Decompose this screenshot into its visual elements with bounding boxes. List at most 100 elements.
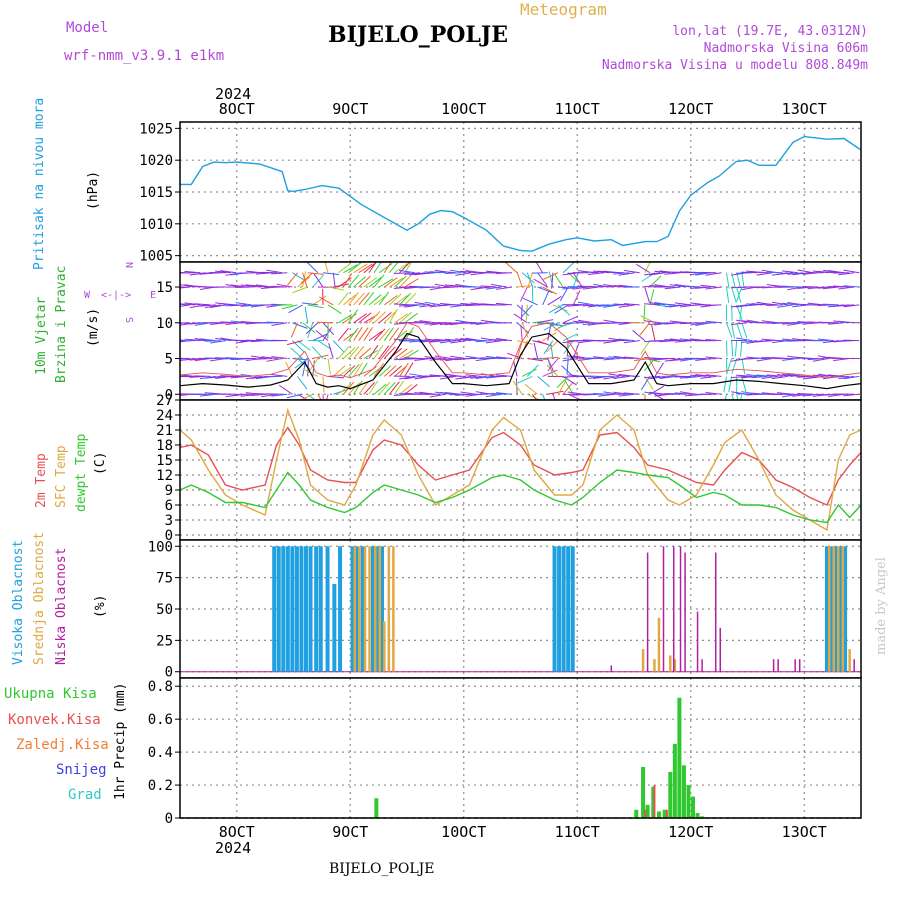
wind-arrow: [404, 312, 418, 324]
wind-arrow: [690, 374, 707, 377]
wind-arrow: [822, 269, 839, 274]
wind-arrow: [559, 286, 569, 302]
wind-arrow: [266, 358, 283, 362]
wind-arrow: [843, 393, 860, 397]
wind-arrow: [337, 327, 349, 341]
y-tick-label: 18: [156, 438, 173, 454]
y-tick-label: 10: [156, 316, 173, 332]
wind-arrow: [439, 286, 456, 289]
wind-arrow: [271, 272, 288, 275]
sfc-line: [179, 407, 862, 532]
wind-arrow: [363, 291, 375, 306]
wind-arrow: [771, 301, 788, 306]
wind-arrow: [373, 363, 384, 377]
wind-arrow: [180, 340, 181, 342]
y-tick-label: 12: [156, 468, 173, 484]
wind-arrow: [792, 375, 809, 377]
wind-arrow: [797, 320, 814, 324]
wind-arrow: [659, 340, 676, 343]
wind-arrow: [480, 392, 497, 395]
wind-arrow: [751, 303, 768, 306]
wind-arrow: [292, 286, 308, 294]
wind-arrow: [235, 286, 252, 289]
y-tick-label: 1015: [139, 185, 173, 201]
station-title: BIJELO_POLJE: [328, 22, 509, 48]
wind-arrow: [383, 382, 396, 395]
wind-arrow: [327, 304, 342, 315]
elevation-label: Nadmorska Visina 606m: [703, 41, 868, 56]
wind-arrow: [495, 272, 513, 275]
wind-arrow: [189, 339, 206, 342]
wind-arrow: [363, 277, 378, 288]
total-precip-bar: [677, 697, 682, 818]
wind-arrow: [409, 373, 426, 377]
wind-arrow: [843, 269, 860, 274]
wind-arrow: [184, 358, 201, 361]
wind-arrow: [368, 294, 382, 306]
high-cloud-bar: [338, 546, 343, 672]
wind-arrow: [557, 380, 567, 395]
wind-arrow: [741, 376, 747, 392]
wind-arrow: [731, 304, 747, 308]
wind-arrow: [261, 356, 278, 360]
wind-arrow: [525, 304, 528, 321]
wind-arrow: [470, 322, 487, 325]
mid-cloud-bar: [358, 546, 361, 672]
wind-arrow: [618, 304, 635, 308]
wind-arrow: [373, 344, 384, 359]
total-precip-bar: [641, 766, 646, 818]
low-cloud-bar: [714, 552, 717, 672]
meteogram-title: Meteogram: [520, 0, 607, 19]
wind-arrow: [317, 340, 332, 350]
wind-arrow: [562, 315, 578, 324]
wind-arrow: [787, 322, 804, 326]
bottom-tick-label: 10OCT: [441, 823, 486, 841]
bottom-tick-label: 12OCT: [668, 823, 713, 841]
wind-arrow: [766, 271, 783, 274]
wind-arrow: [271, 374, 288, 377]
compass-north: N: [123, 262, 134, 268]
wind-arrow: [843, 375, 860, 380]
wind-arrow: [444, 392, 461, 395]
wind-arrow: [434, 355, 451, 360]
wind-arrow: [389, 293, 402, 306]
wind-arrow: [690, 272, 707, 276]
wind-arrow: [287, 272, 298, 286]
wind-arrow: [632, 329, 646, 342]
wind-arrow: [220, 321, 237, 324]
wind-arrow: [465, 374, 482, 377]
wind-arrow: [373, 328, 386, 341]
wind-arrow: [623, 303, 640, 306]
wind-arrow: [563, 340, 574, 354]
total-precip-bar: [656, 811, 661, 818]
wind-arrow: [582, 375, 599, 377]
wind-arrow: [290, 347, 303, 359]
wind-arrow: [404, 362, 414, 377]
wind-arrow: [383, 365, 397, 377]
wind-arrow: [337, 346, 350, 359]
wind-arrow: [572, 271, 580, 288]
low-cloud-bar: [679, 546, 682, 672]
wind-arrow: [389, 277, 403, 288]
wind-arrow: [644, 358, 656, 371]
wind-arrow: [189, 304, 206, 309]
wind-arrow: [358, 347, 372, 359]
mid-cloud-bar: [641, 649, 645, 672]
wind-arrow: [399, 383, 413, 395]
wind-arrow: [306, 262, 319, 274]
wind-arrow: [353, 276, 367, 288]
wind-arrow: [838, 272, 855, 276]
wind-arrows: [180, 262, 860, 400]
wind-arrow: [404, 278, 419, 288]
top-tick-label: 12OCT: [668, 100, 713, 118]
mid-cloud-bar: [669, 655, 672, 672]
high-cloud-bar: [318, 546, 323, 672]
low-cloud-bar: [696, 611, 699, 672]
wind-arrow: [496, 392, 513, 395]
wind-arrow: [521, 368, 537, 377]
mid-cloud-bar: [848, 649, 851, 672]
wind-arrow: [460, 270, 477, 274]
wind-arrow: [490, 392, 507, 395]
wind-arrow: [736, 394, 739, 400]
wind-arrow: [812, 374, 829, 377]
